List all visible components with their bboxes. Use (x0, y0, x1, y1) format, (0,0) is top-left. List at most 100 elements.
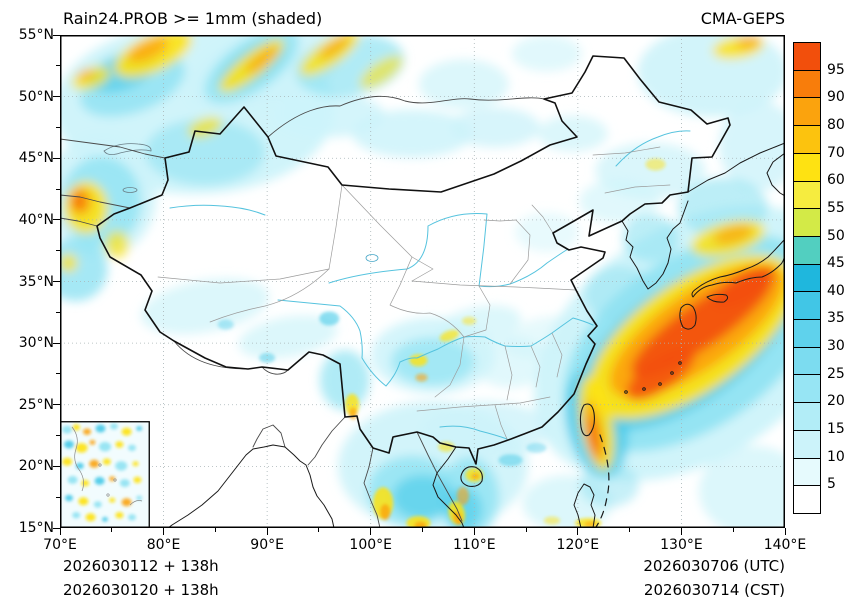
valid-time-utc: 2026030706 (UTC) (643, 557, 785, 575)
colorbar-label: 30 (827, 338, 845, 355)
colorbar-label: 10 (827, 448, 845, 465)
colorbar (793, 42, 821, 514)
y-tick-label: 35°N (18, 273, 54, 290)
geography (60, 55, 785, 528)
colorbar-label: 25 (827, 365, 845, 382)
x-minor-tick (629, 528, 631, 532)
y-tick (53, 342, 60, 344)
y-tick (53, 465, 60, 467)
x-tick (577, 528, 579, 535)
y-tick (53, 281, 60, 282)
x-minor-tick (214, 528, 216, 532)
y-tick-label: 20°N (18, 458, 54, 475)
y-tick-label: 25°N (18, 396, 54, 413)
y-tick (53, 96, 60, 98)
y-tick-label: 50°N (18, 88, 54, 105)
y-minor-tick (56, 126, 60, 128)
lakes (103, 143, 379, 262)
y-tick (53, 404, 60, 406)
x-tick-label: 80°E (146, 537, 181, 553)
colorbar-segment (794, 319, 820, 347)
colorbar-segment (794, 457, 820, 486)
inset-shading (62, 423, 143, 522)
colorbar-label: 50 (827, 227, 845, 244)
colorbar-segment (794, 208, 820, 236)
inset-map (60, 421, 150, 528)
x-tick-label: 120°E (556, 537, 600, 553)
colorbar-label: 15 (827, 421, 845, 438)
colorbar-segment (794, 180, 820, 209)
colorbar-segment (794, 69, 820, 98)
graticule (60, 35, 785, 528)
y-tick-label: 55°N (18, 27, 54, 43)
colorbar-label: 95 (827, 61, 845, 78)
x-tick-label: 130°E (660, 537, 703, 553)
x-tick-label: 110°E (452, 537, 496, 553)
colorbar-segment (794, 485, 820, 513)
x-minor-tick (111, 528, 113, 532)
x-tick (784, 528, 786, 535)
x-tick-label: 140°E (763, 537, 807, 553)
colorbar-label: 40 (827, 282, 845, 299)
y-tick (53, 157, 60, 159)
colorbar-label: 90 (827, 89, 845, 106)
y-minor-tick (56, 65, 60, 67)
colorbar-segment (794, 374, 820, 403)
y-tick (53, 527, 60, 529)
y-minor-tick (56, 496, 60, 498)
y-tick (53, 219, 60, 221)
y-minor-tick (56, 373, 60, 375)
init-time-block: 2026030112 + 138h 2026030120 + 138h (63, 554, 219, 602)
x-tick (59, 528, 61, 535)
map-svg (60, 35, 785, 528)
x-minor-tick (732, 528, 734, 532)
islands (460, 403, 595, 487)
colorbar-segment (794, 263, 820, 292)
colorbar-segment (794, 97, 820, 126)
valid-time-block: 2026030706 (UTC) 2026030714 (CST) (643, 554, 785, 602)
colorbar-segment (794, 429, 820, 458)
province-borders (157, 146, 671, 440)
colorbar-label: 35 (827, 310, 845, 327)
colorbar-segment (794, 125, 820, 153)
x-tick (680, 528, 682, 535)
china-boundary (96, 55, 731, 465)
map-plot (60, 35, 785, 528)
x-tick-label: 100°E (349, 537, 392, 553)
colorbar-label: 55 (827, 199, 845, 216)
x-tick-label: 70°E (43, 537, 77, 553)
y-tick-label: 40°N (18, 211, 54, 228)
x-tick-label: 90°E (250, 537, 284, 553)
x-minor-tick (422, 528, 423, 532)
colorbar-label: 20 (827, 393, 845, 410)
x-tick (473, 528, 475, 535)
x-minor-tick (318, 528, 320, 532)
init-time-cst: 2026030120 + 138h (63, 581, 219, 599)
y-minor-tick (56, 435, 60, 437)
colorbar-label: 60 (827, 172, 845, 189)
dashed-maritime-boundary (595, 434, 610, 528)
probability-shading-spots (217, 158, 666, 528)
colorbar-label: 45 (827, 255, 845, 272)
colorbar-segment (794, 43, 820, 70)
colorbar-label: 80 (827, 116, 845, 133)
colorbar-segment (794, 235, 820, 264)
inset-coastlines (71, 426, 143, 506)
init-time-utc: 2026030112 + 138h (63, 557, 219, 575)
y-minor-tick (56, 250, 60, 252)
y-tick-label: 15°N (18, 520, 54, 536)
country-borders (60, 95, 545, 528)
colorbar-segment (794, 346, 820, 375)
model-name: CMA-GEPS (700, 9, 785, 28)
y-tick-label: 30°N (18, 335, 54, 352)
colorbar-segment (794, 402, 820, 430)
x-tick (163, 528, 165, 535)
colorbar-label: 70 (827, 144, 845, 161)
x-minor-tick (525, 528, 527, 532)
y-minor-tick (56, 311, 60, 313)
colorbar-segment (794, 291, 820, 320)
y-tick-label: 45°N (18, 150, 54, 167)
colorbar-segment (794, 152, 820, 181)
x-tick (370, 528, 372, 535)
